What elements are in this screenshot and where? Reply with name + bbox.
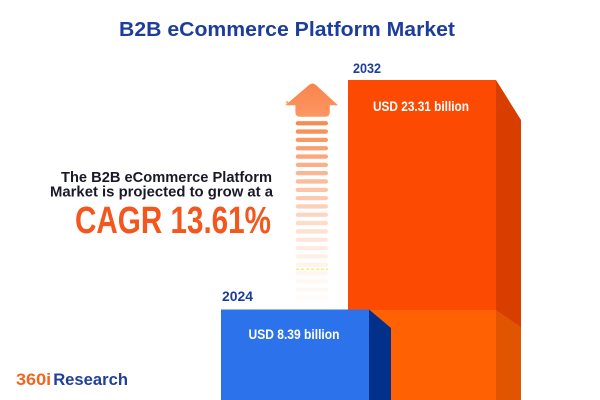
svg-text:B2B eCommerce Platform Market: B2B eCommerce Platform Market <box>119 18 455 41</box>
svg-text:USD 23.31 billion: USD 23.31 billion <box>373 98 469 114</box>
svg-text:Research: Research <box>53 370 128 389</box>
svg-text:CAGR 13.61%: CAGR 13.61% <box>75 200 271 242</box>
svg-text:The B2B eCommerce Platform: The B2B eCommerce Platform <box>61 169 272 186</box>
svg-text:2024: 2024 <box>222 289 253 304</box>
svg-text:USD 8.39 billion: USD 8.39 billion <box>249 326 340 342</box>
svg-text:360i: 360i <box>16 370 51 389</box>
svg-text:2032: 2032 <box>353 61 381 76</box>
svg-text:Market is projected to grow at: Market is projected to grow at a <box>50 184 274 201</box>
